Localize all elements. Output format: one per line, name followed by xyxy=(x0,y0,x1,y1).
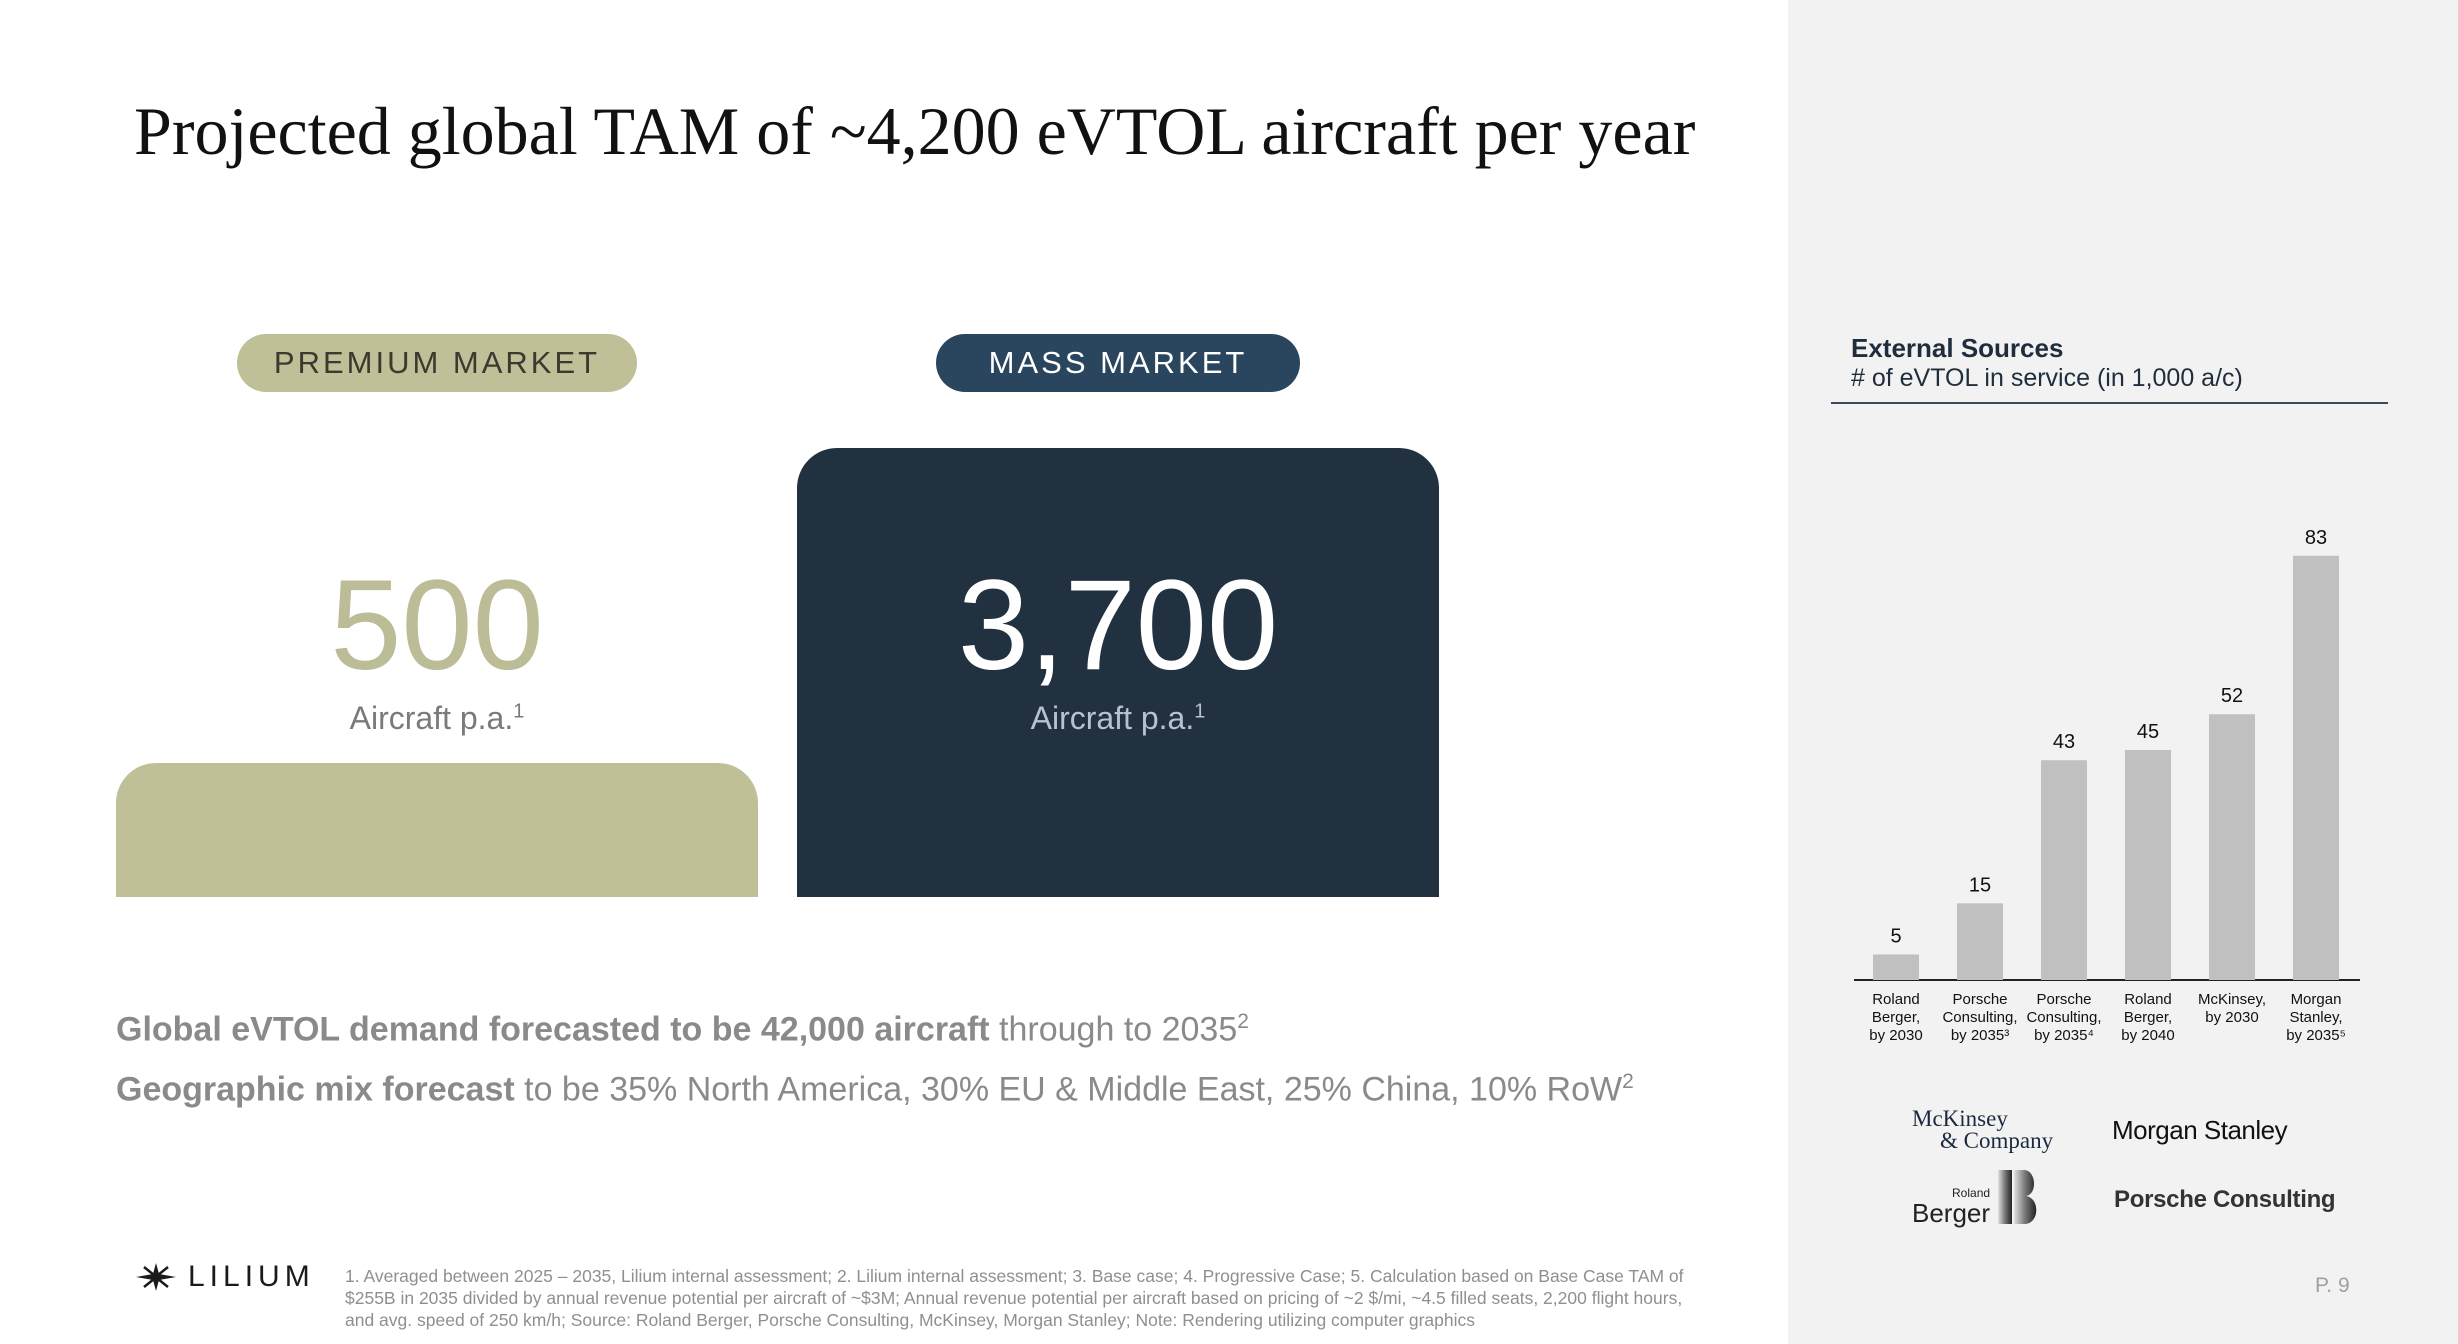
roland-berger-b-icon xyxy=(1998,1170,2037,1224)
chart-bar xyxy=(2293,555,2339,980)
demand-statement-bold: Global eVTOL demand forecasted to be 42,… xyxy=(116,1010,990,1049)
external-sources-panel xyxy=(1788,0,2458,1344)
geographic-statement-rest: to be 35% North America, 30% EU & Middle… xyxy=(514,1070,1623,1109)
external-sources-divider xyxy=(1831,402,2388,404)
chart-category-label: McKinsey, by 2030 xyxy=(2198,991,2266,1026)
premium-market-pill: PREMIUM MARKET xyxy=(237,334,637,392)
premium-market-bar xyxy=(116,763,758,897)
chart-data-label: 15 xyxy=(1969,874,1991,896)
bar-chart-svg: 5 Roland Berger, by 2030 15 Porsche Consulting… xyxy=(1854,527,2360,1044)
chart-data-label: 45 xyxy=(2137,721,2159,743)
mass-footnote-ref: 1 xyxy=(1194,700,1206,723)
chart-bar xyxy=(2041,760,2087,980)
chart-category-label: Porsche Consulting, by 2035³ xyxy=(1942,991,2017,1044)
roland-berger-small: Roland xyxy=(1952,1186,1991,1200)
morgan-stanley-logo: Morgan Stanley xyxy=(2112,1115,2288,1145)
premium-market-unit: Aircraft p.a.1 xyxy=(116,700,758,737)
demand-statement-rest: through to 2035 xyxy=(989,1010,1238,1049)
geographic-statement-bold: Geographic mix forecast xyxy=(116,1070,515,1109)
chart-bar xyxy=(2125,750,2171,980)
slide-title: Projected global TAM of ~4,200 eVTOL air… xyxy=(134,93,1696,169)
demand-statement: Global eVTOL demand forecasted to be 42,… xyxy=(116,1010,1249,1049)
chart-category-label: Roland Berger, by 2040 xyxy=(2121,991,2174,1044)
external-sources-title: External Sources xyxy=(1851,333,2064,363)
lilium-logo: LILIUM xyxy=(134,1260,315,1294)
chart-bar xyxy=(1957,903,2003,980)
roland-berger-logo: Roland Berger xyxy=(1912,1168,2042,1226)
mckinsey-line2: & Company xyxy=(1940,1128,2054,1153)
lilium-star-icon xyxy=(136,1263,176,1291)
porsche-consulting-logo: Porsche Consulting xyxy=(2114,1186,2336,1213)
geographic-statement-ref: 2 xyxy=(1622,1070,1634,1093)
external-sources-chart: 5 Roland Berger, by 2030 15 Porsche Consulting… xyxy=(1830,490,2370,1050)
premium-unit-text: Aircraft p.a. xyxy=(349,700,514,736)
premium-footnote-ref: 1 xyxy=(513,700,525,723)
chart-category-label: Roland Berger, by 2030 xyxy=(1869,991,1922,1044)
mass-market-pill: MASS MARKET xyxy=(936,334,1300,392)
mass-market-unit: Aircraft p.a.1 xyxy=(797,700,1439,737)
geographic-statement: Geographic mix forecast to be 35% North … xyxy=(116,1070,1634,1109)
footnote-text: 1. Averaged between 2025 – 2035, Lilium … xyxy=(345,1266,1684,1330)
chart-data-label: 5 xyxy=(1890,925,1901,947)
mckinsey-line1: McKinsey xyxy=(1912,1106,2008,1131)
mass-market-bar xyxy=(797,448,1439,897)
chart-category-label: Porsche Consulting, by 2035⁴ xyxy=(2026,991,2101,1044)
demand-statement-ref: 2 xyxy=(1237,1010,1249,1033)
mass-unit-text: Aircraft p.a. xyxy=(1030,700,1195,736)
roland-berger-big: Berger xyxy=(1912,1198,1991,1228)
premium-market-value: 500 xyxy=(330,554,544,697)
chart-data-label: 52 xyxy=(2221,685,2243,707)
mass-market-value: 3,700 xyxy=(957,554,1279,697)
roland-berger-text: Roland Berger xyxy=(1912,1186,1990,1226)
chart-category-label: Morgan Stanley, by 2035⁵ xyxy=(2286,991,2346,1044)
chart-data-label: 83 xyxy=(2305,527,2327,549)
chart-bar xyxy=(1873,954,1919,980)
page-number: P. 9 xyxy=(2315,1274,2350,1297)
chart-data-label: 43 xyxy=(2053,731,2075,753)
chart-bar xyxy=(2209,714,2255,980)
lilium-wordmark: LILIUM xyxy=(188,1260,315,1293)
external-sources-subtitle: # of eVTOL in service (in 1,000 a/c) xyxy=(1851,364,2243,392)
mckinsey-logo: McKinsey & Company xyxy=(1912,1106,2054,1153)
